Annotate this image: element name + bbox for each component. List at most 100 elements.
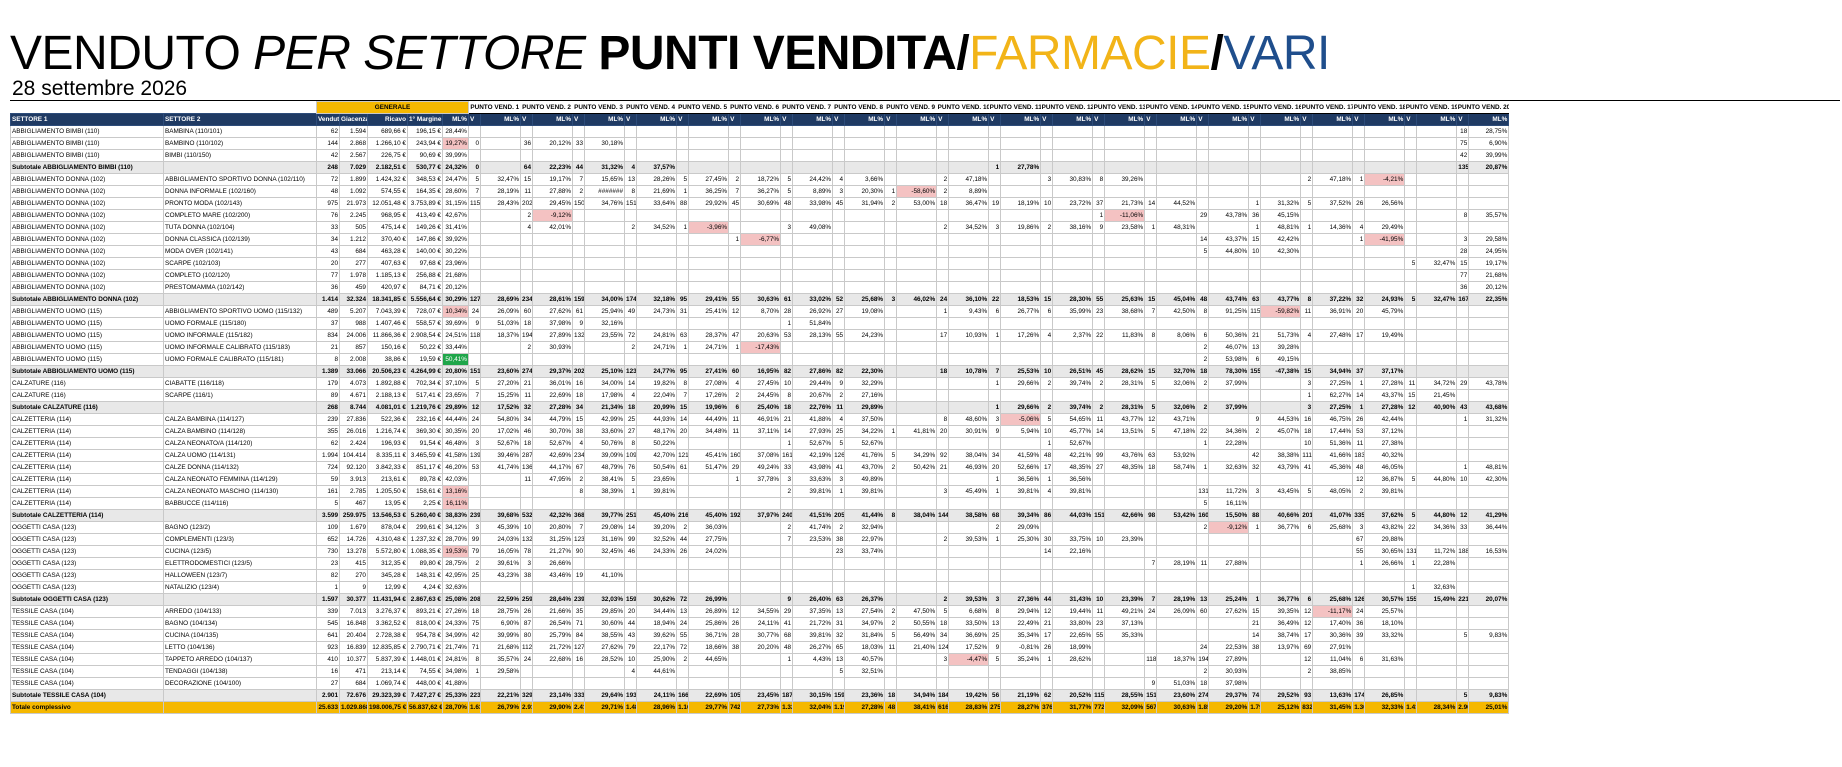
column-header-v: V: [988, 113, 1002, 126]
cell-pv-venduti: [1040, 665, 1054, 678]
cell-pv-ml: 26,37%: [844, 593, 886, 606]
cell-margine: 196,15 €: [407, 125, 443, 138]
cell-pv-ml: [532, 245, 574, 258]
cell-pv-ml: [1000, 209, 1042, 222]
cell-pv-venduti: [1300, 497, 1314, 510]
cell-pv-ml: [1468, 641, 1510, 654]
cell-ml-percent: 21,68%: [442, 269, 469, 282]
cell-pv-venduti: [1144, 641, 1158, 654]
cell-margine: 893,21 €: [407, 605, 443, 618]
cell-pv-ml: 37,97%: [740, 509, 782, 522]
cell-pv-ml: 39,09%: [584, 449, 626, 462]
cell-ricavo: 11.866,36 €: [367, 329, 408, 342]
cell-pv-venduti: 1: [1300, 389, 1314, 402]
cell-giacenza: 104.414: [339, 449, 368, 462]
cell-pv-venduti: [1404, 353, 1418, 366]
cell-pv-venduti: [1404, 209, 1418, 222]
cell-pv-venduti: [624, 233, 638, 246]
cell-pv-venduti: 48: [1196, 293, 1210, 306]
page-title: VENDUTO PER SETTORE PUNTI VENDITA/FARMAC…: [10, 30, 1330, 78]
cell-pv-ml: [479, 209, 522, 222]
cell-pv-ml: [1052, 281, 1094, 294]
cell-pv-venduti: 1.192: [832, 701, 846, 714]
cell-pv-ml: 34,76%: [584, 197, 626, 210]
cell-giacenza: 4.671: [339, 389, 368, 402]
cell-margine: 1.219,76 €: [407, 401, 443, 414]
cell-pv-ml: 28,19%: [479, 185, 522, 198]
cell-pv-ml: [1364, 137, 1406, 150]
cell-pv-ml: [688, 569, 730, 582]
cell-ml-percent: 41,88%: [442, 677, 469, 690]
cell-pv-venduti: 12: [1144, 413, 1158, 426]
cell-pv-ml: [896, 365, 938, 378]
cell-pv-ml: 39,68%: [479, 509, 522, 522]
cell-pv-venduti: 8: [1092, 173, 1106, 186]
cell-pv-venduti: [1404, 533, 1418, 546]
cell-pv-ml: 21,73%: [1104, 197, 1146, 210]
cell-pv-venduti: [1144, 473, 1158, 486]
cell-pv-venduti: [1456, 341, 1470, 354]
cell-pv-venduti: [572, 221, 586, 234]
cell-pv-venduti: [676, 125, 690, 138]
cell-pv-ml: 30,70%: [532, 425, 574, 438]
cell-pv-ml: 41,66%: [1312, 449, 1354, 462]
cell-pv-ml: [1364, 161, 1406, 174]
cell-pv-ml: [896, 233, 938, 246]
cell-pv-ml: [1156, 641, 1198, 654]
cell-pv-ml: -47,38%: [1260, 365, 1302, 378]
cell-pv-venduti: 11: [728, 413, 742, 426]
cell-pv-ml: 39,53%: [948, 593, 990, 606]
cell-pv-ml: 43,76%: [1104, 449, 1146, 462]
cell-pv-venduti: [988, 341, 1002, 354]
cell-pv-ml: 48,35%: [1104, 461, 1146, 474]
cell-giacenza: 1.899: [339, 173, 368, 186]
cell-pv-ml: [792, 209, 834, 222]
cell-pv-venduti: 3: [884, 293, 898, 306]
cell-pv-venduti: [884, 677, 898, 690]
cell-pv-ml: 41,76%: [844, 449, 886, 462]
cell-pv-venduti: 1: [988, 377, 1002, 390]
cell-pv-ml: 6,90%: [1468, 137, 1510, 150]
cell-giacenza: 20.404: [339, 629, 368, 642]
cell-pv-ml: -9,12%: [532, 209, 574, 222]
cell-pv-ml: [1416, 653, 1458, 666]
cell-pv-venduti: [1196, 617, 1210, 630]
cell-pv-ml: [1104, 389, 1146, 402]
cell-pv-ml: [844, 137, 886, 150]
cell-pv-venduti: 77: [1456, 269, 1470, 282]
cell-pv-venduti: 1: [1144, 221, 1158, 234]
cell-settore-1: OGGETTI CASA (123): [10, 521, 164, 534]
title-word-vari: VARI: [1223, 27, 1330, 80]
cell-pv-venduti: 31: [676, 305, 690, 318]
cell-pv-venduti: [1456, 665, 1470, 678]
cell-pv-venduti: 161: [780, 449, 794, 462]
cell-pv-ml: [1364, 317, 1406, 330]
cell-pv-ml: 24,93%: [1364, 293, 1406, 306]
cell-giacenza: 259.975: [339, 509, 368, 522]
cell-pv-ml: 25,90%: [636, 653, 678, 666]
cell-pv-venduti: 376: [1040, 701, 1054, 714]
cell-pv-venduti: [884, 581, 898, 594]
cell-margine: 50,22 €: [407, 341, 443, 354]
cell-pv-venduti: [520, 497, 534, 510]
cell-pv-ml: [479, 497, 522, 510]
cell-pv-venduti: [1092, 137, 1106, 150]
cell-pv-ml: [532, 281, 574, 294]
cell-pv-venduti: 2: [780, 485, 794, 498]
cell-settore-2: ABBIGLIAMENTO SPORTIVO UOMO (115/132): [163, 305, 317, 318]
cell-pv-ml: 36,49%: [1260, 617, 1302, 630]
cell-venduti: 76: [316, 209, 340, 222]
cell-pv-ml: [584, 677, 626, 690]
cell-pv-venduti: [988, 545, 1002, 558]
table-row: CALZETTERIA (114) CALZA NEONATO FEMMINA (…: [10, 473, 1510, 486]
cell-pv-venduti: [1092, 233, 1106, 246]
cell-pv-ml: [1312, 497, 1354, 510]
cell-pv-ml: 2,37%: [1052, 329, 1094, 342]
cell-pv-ml: 47,18%: [948, 173, 990, 186]
cell-pv-venduti: 24: [676, 617, 690, 630]
cell-pv-venduti: [988, 185, 1002, 198]
cell-pv-venduti: 48: [780, 641, 794, 654]
cell-pv-venduti: 29: [728, 461, 742, 474]
cell-pv-ml: [584, 245, 626, 258]
cell-pv-venduti: 1.633: [468, 701, 481, 714]
